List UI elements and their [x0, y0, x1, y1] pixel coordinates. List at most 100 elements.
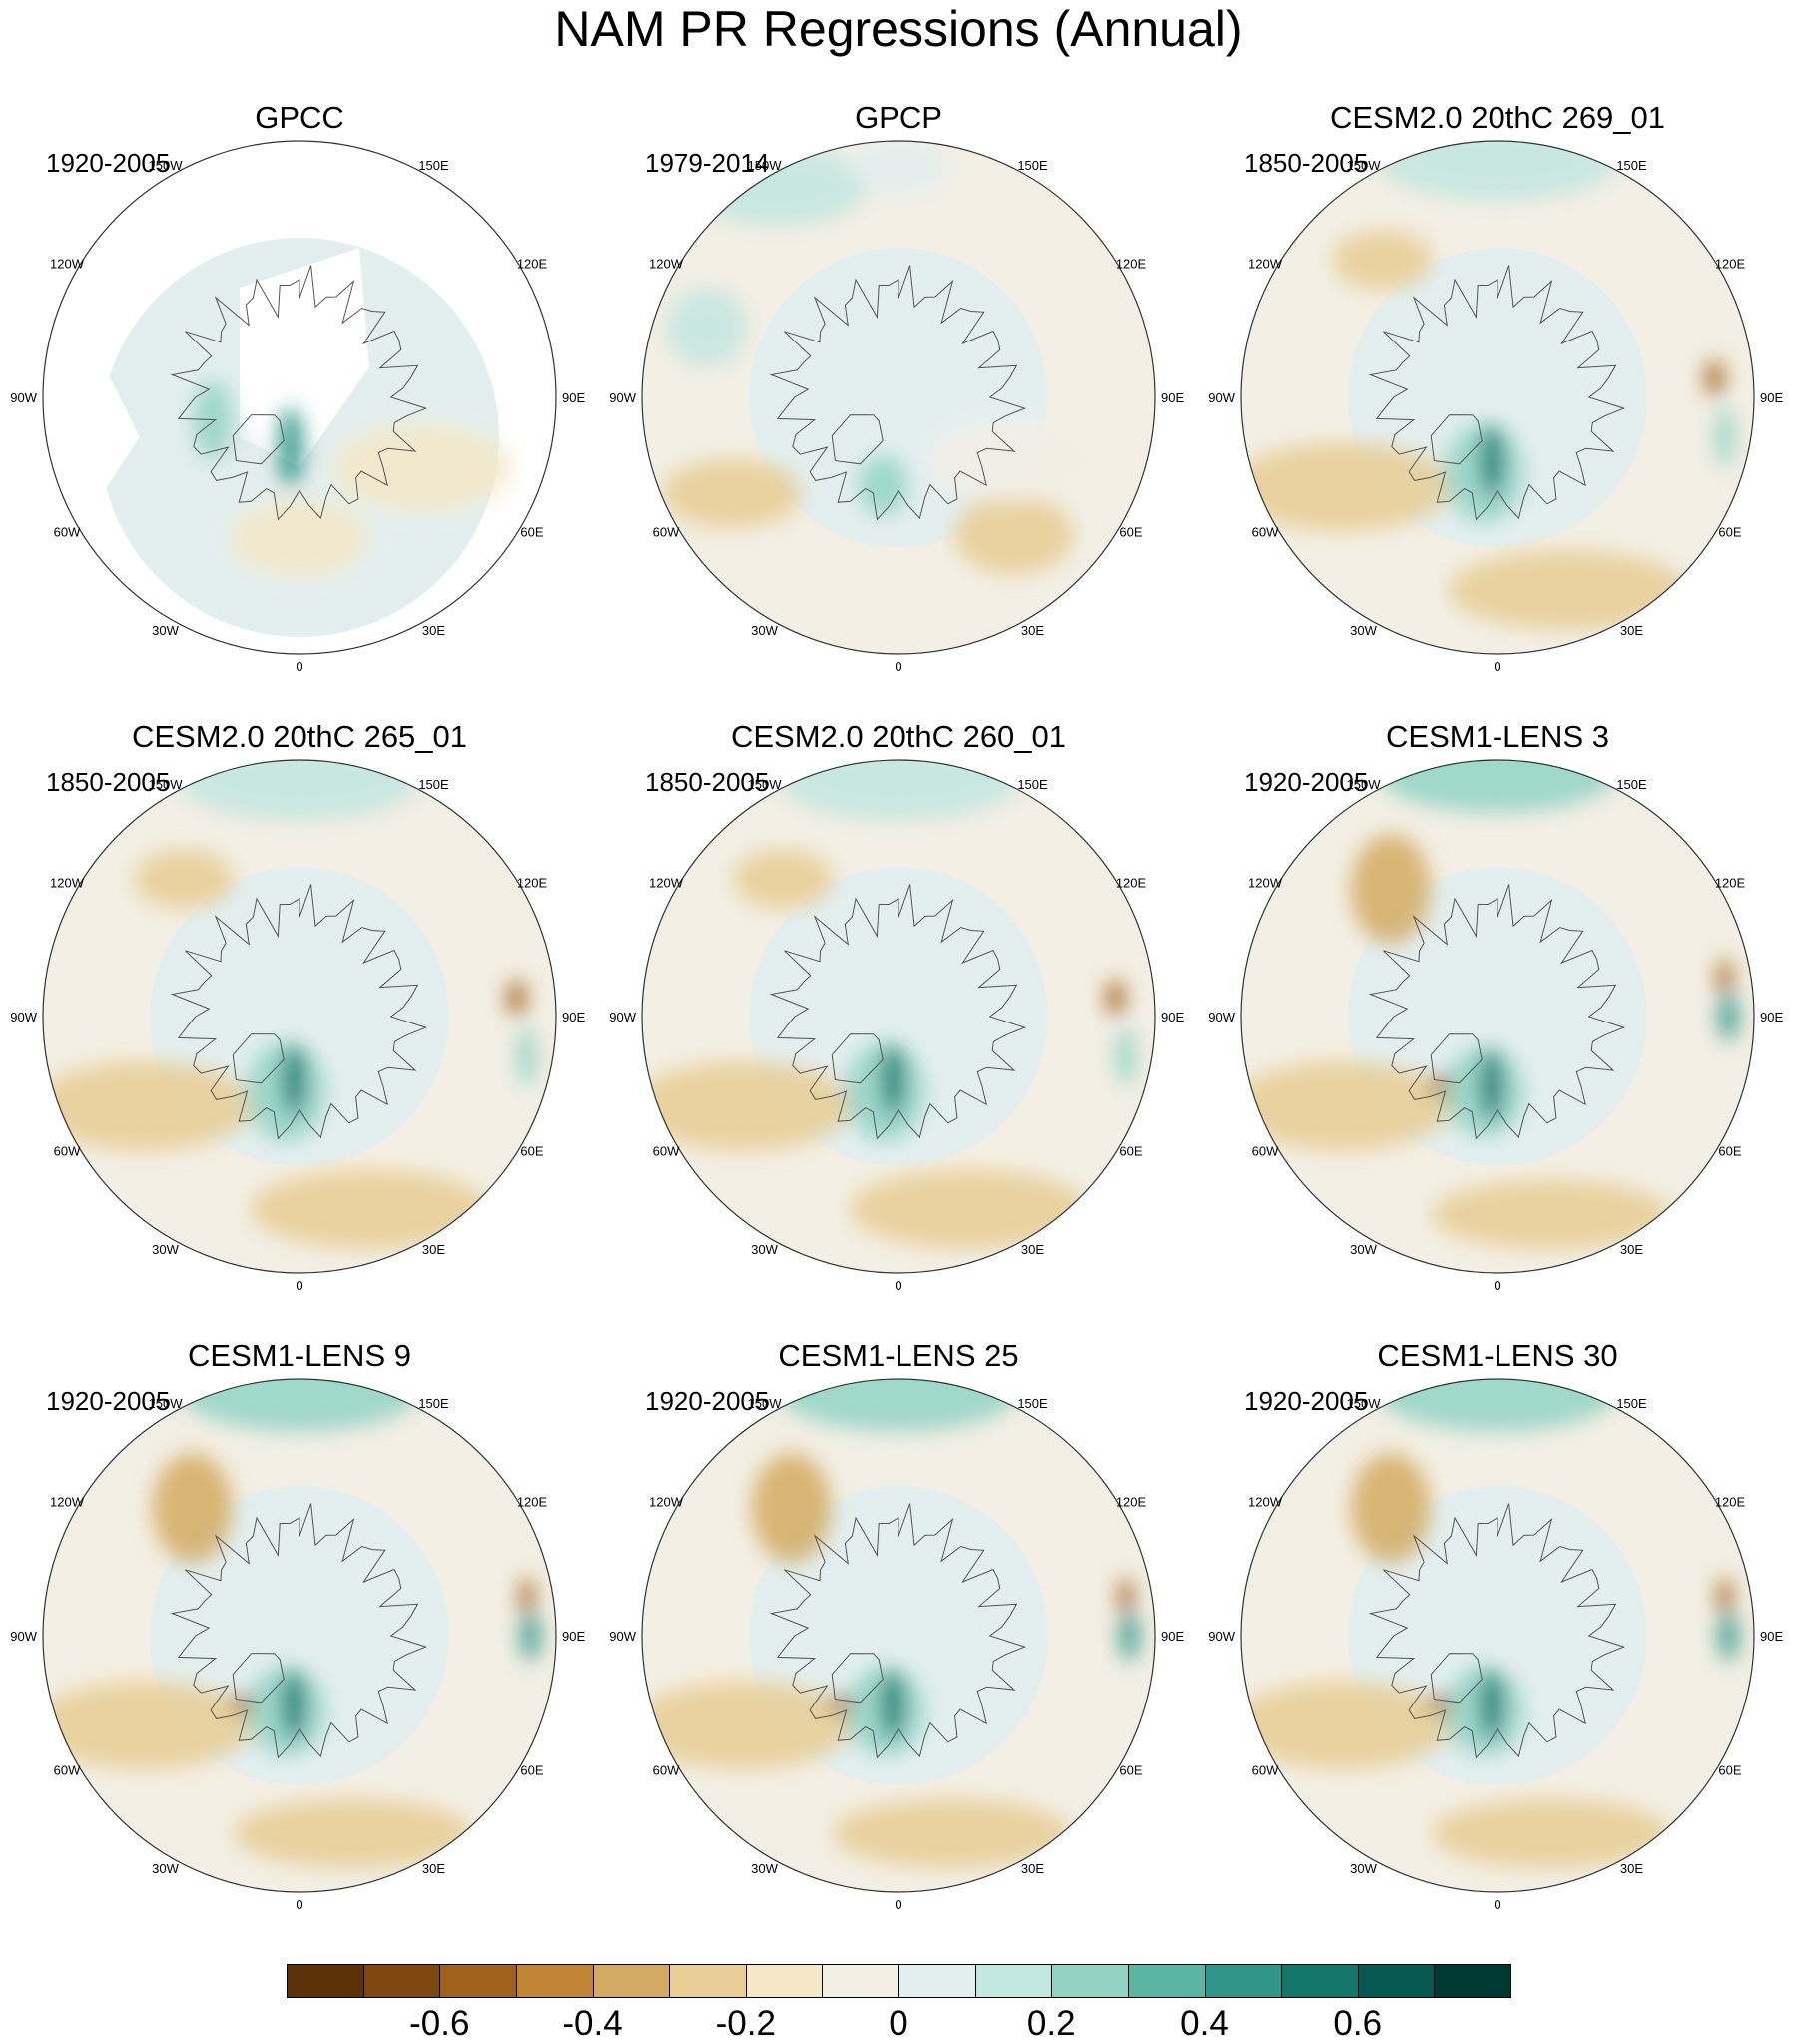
longitude-label: 60E [1718, 1144, 1741, 1159]
longitude-label: 30E [422, 1242, 445, 1257]
longitude-label: 60E [1718, 525, 1741, 540]
longitude-label: 120E [1715, 257, 1746, 272]
longitude-label: 60W [1252, 1763, 1279, 1778]
colorbar-segment [669, 1964, 747, 1998]
map-panel: CESM1-LENS 31920-2005180150E120E90E60E30… [1198, 719, 1797, 1338]
longitude-label: 60E [520, 525, 543, 540]
longitude-label: 150W [1347, 158, 1382, 173]
colorbar-tick-label: -0.2 [715, 2004, 776, 2043]
longitude-label: 90W [10, 1010, 37, 1024]
longitude-label: 0 [1494, 1897, 1500, 1912]
panel-period: 1920-2005 [46, 148, 171, 178]
longitude-label: 0 [1494, 659, 1500, 674]
longitude-label: 90W [10, 390, 37, 405]
map-panel: CESM1-LENS 251920-2005180150E120E90E60E3… [599, 1338, 1198, 1957]
longitude-label: 0 [895, 1897, 901, 1912]
colorbar-segment [1127, 1964, 1206, 1998]
longitude-label: 60W [1252, 1144, 1279, 1159]
panel-period: 1850-2005 [46, 767, 171, 797]
longitude-label: 120E [1715, 876, 1746, 891]
longitude-label: 150E [1017, 777, 1048, 792]
panel-period: 1920-2005 [1244, 767, 1369, 797]
map-panel: CESM1-LENS 91920-2005180150E120E90E60E30… [0, 1338, 599, 1957]
panel-title: CESM2.0 20thC 269_01 [1329, 100, 1666, 135]
map-panel: GPCC1920-2005180150E120E90E60E30E030W60W… [0, 100, 599, 719]
longitude-label: 60E [1119, 525, 1142, 540]
colorbar-segment [1204, 1964, 1283, 1998]
longitude-label: 60E [1119, 1763, 1142, 1778]
longitude-label: 90W [609, 1010, 636, 1024]
longitude-label: 60W [54, 1763, 81, 1778]
map-panel: CESM2.0 20thC 265_011850-2005180150E120E… [0, 719, 599, 1338]
longitude-label: 120E [517, 876, 548, 891]
longitude-label: 90E [1161, 1629, 1184, 1644]
longitude-label: 30E [1620, 623, 1643, 638]
longitude-label: 0 [296, 1278, 302, 1293]
colorbar-segment [1357, 1964, 1436, 1998]
longitude-label: 0 [895, 1278, 901, 1293]
longitude-label: 120W [1248, 257, 1283, 272]
colorbar-segment [974, 1964, 1053, 1998]
panel-period: 1920-2005 [46, 1386, 171, 1416]
longitude-label: 150E [418, 158, 449, 173]
longitude-label: 30W [751, 623, 778, 638]
colorbar-tick-label: -0.4 [562, 2004, 623, 2043]
panel-title: CESM1-LENS 3 [1386, 719, 1609, 754]
map-panel: GPCP1979-2014180150E120E90E60E30E030W60W… [599, 100, 1198, 719]
longitude-label: 90E [562, 1629, 585, 1644]
longitude-label: 60E [1718, 1763, 1741, 1778]
longitude-label: 30W [152, 623, 179, 638]
longitude-label: 150E [1616, 158, 1647, 173]
longitude-label: 120E [517, 257, 548, 272]
polar-map: 180150E120E90E60E30E030W60W90W120W150W [609, 1378, 1184, 1912]
map-panel: CESM2.0 20thC 260_011850-2005180150E120E… [599, 719, 1198, 1338]
colorbar-segment [287, 1964, 364, 1998]
longitude-label: 60W [1252, 525, 1279, 540]
longitude-label: 150E [1616, 1396, 1647, 1411]
longitude-label: 90E [1161, 390, 1184, 405]
polar-map: 180150E120E90E60E30E030W60W90W120W150W [10, 759, 585, 1293]
longitude-label: 150W [748, 777, 783, 792]
longitude-label: 90E [562, 1010, 585, 1024]
panel-period: 1920-2005 [645, 1386, 770, 1416]
longitude-label: 150W [149, 777, 184, 792]
colorbar-segment [745, 1964, 824, 1998]
colorbar-tick-label: 0.6 [1333, 2004, 1383, 2043]
longitude-label: 0 [296, 659, 302, 674]
longitude-label: 60W [653, 1763, 680, 1778]
longitude-label: 60W [54, 1144, 81, 1159]
longitude-label: 120E [517, 1495, 548, 1510]
longitude-label: 30E [1021, 1242, 1044, 1257]
panel-period: 1850-2005 [1244, 148, 1369, 178]
longitude-label: 90W [1208, 1629, 1235, 1644]
longitude-label: 120W [50, 876, 85, 891]
polar-map: 180150E120E90E60E30E030W60W90W120W150W [609, 759, 1184, 1293]
polar-map: 180150E120E90E60E30E030W60W90W120W150W [609, 140, 1184, 674]
longitude-label: 60W [54, 525, 81, 540]
longitude-label: 30W [1350, 1242, 1377, 1257]
longitude-label: 150W [748, 158, 783, 173]
longitude-label: 150W [149, 1396, 184, 1411]
longitude-label: 90W [10, 1629, 37, 1644]
longitude-label: 60E [520, 1144, 543, 1159]
colorbar-segment [822, 1964, 899, 1998]
colorbar-segment [592, 1964, 671, 1998]
polar-map: 180150E120E90E60E30E030W60W90W120W150W [1208, 1378, 1783, 1912]
panel-period: 1920-2005 [1244, 1386, 1369, 1416]
panel-period: 1850-2005 [645, 767, 770, 797]
longitude-label: 120W [50, 1495, 85, 1510]
longitude-label: 150E [1017, 1396, 1048, 1411]
longitude-label: 30W [1350, 1861, 1377, 1876]
longitude-label: 90E [1760, 1010, 1783, 1024]
polar-map: 180150E120E90E60E30E030W60W90W120W150W [1208, 759, 1783, 1293]
longitude-label: 90W [609, 390, 636, 405]
longitude-label: 150E [418, 777, 449, 792]
longitude-label: 60E [1119, 1144, 1142, 1159]
longitude-label: 30E [1620, 1242, 1643, 1257]
longitude-label: 120W [649, 1495, 684, 1510]
polar-map: 180150E120E90E60E30E030W60W90W120W150W [1208, 140, 1783, 674]
longitude-label: 120E [1116, 876, 1147, 891]
colorbar-tick-label: -0.6 [409, 2004, 470, 2043]
longitude-label: 0 [1494, 1278, 1500, 1293]
colorbar-segment [1281, 1964, 1359, 1998]
